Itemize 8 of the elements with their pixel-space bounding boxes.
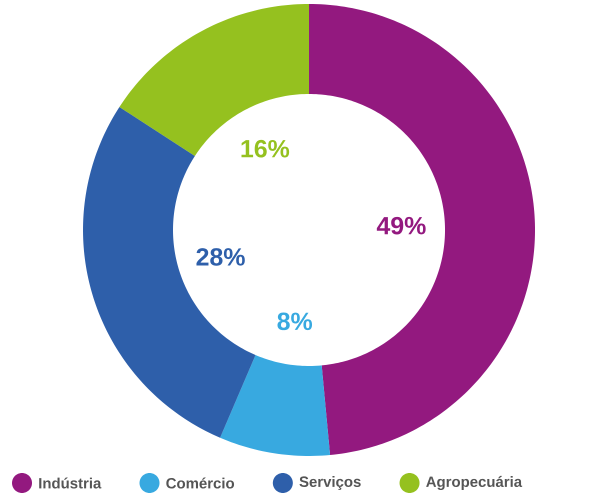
- data-label: 16%: [242, 140, 290, 158]
- legend-label: Indústria: [39, 477, 102, 489]
- data-label: 28%: [196, 248, 245, 266]
- data-label: 49%: [376, 216, 426, 234]
- legend-label: Agropecuária: [426, 476, 522, 490]
- legend-label: Comércio: [166, 477, 234, 489]
- legend-label: Serviços: [299, 476, 361, 490]
- data-label: 8%: [277, 312, 312, 330]
